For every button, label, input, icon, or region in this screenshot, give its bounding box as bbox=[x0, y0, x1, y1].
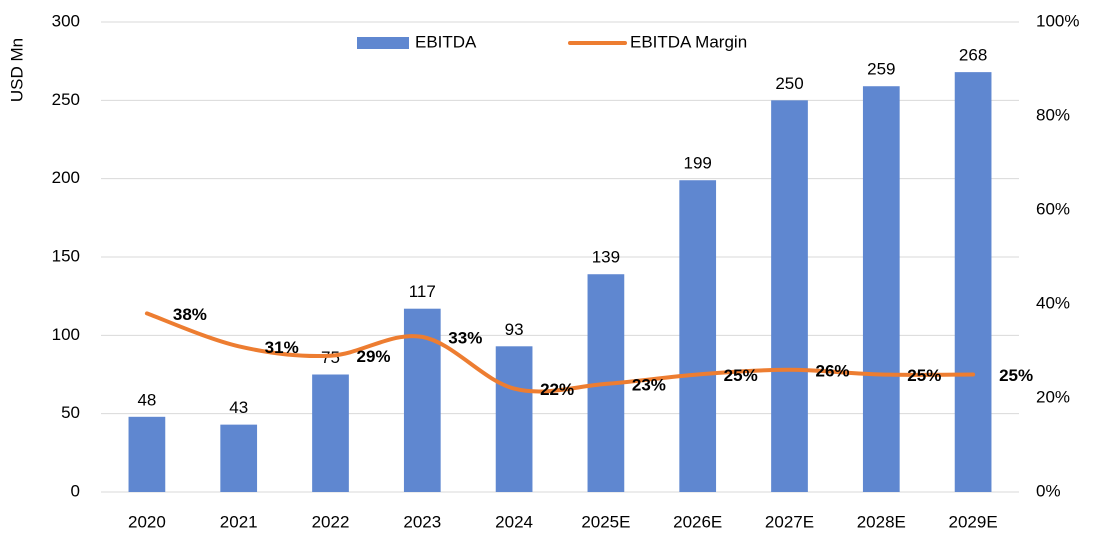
line-value-label: 26% bbox=[815, 361, 849, 380]
x-tick-label: 2022 bbox=[312, 512, 350, 531]
line-value-label: 23% bbox=[632, 375, 666, 394]
line-value-label: 31% bbox=[265, 338, 299, 357]
y2-tick-label: 60% bbox=[1036, 199, 1070, 218]
legend-label: EBITDA bbox=[415, 32, 477, 51]
y2-tick-label: 40% bbox=[1036, 293, 1070, 312]
x-tick-label: 2029E bbox=[949, 512, 998, 531]
bar bbox=[495, 346, 533, 492]
bar bbox=[862, 86, 900, 492]
bar-value-label: 93 bbox=[505, 320, 524, 339]
y-tick-label: 100 bbox=[52, 325, 80, 344]
y2-tick-label: 0% bbox=[1036, 481, 1061, 500]
bar bbox=[312, 374, 349, 492]
y-tick-label: 300 bbox=[52, 11, 80, 30]
bar bbox=[771, 100, 808, 492]
legend-swatch bbox=[357, 37, 409, 49]
x-tick-label: 2026E bbox=[673, 512, 722, 531]
y2-tick-label: 20% bbox=[1036, 387, 1070, 406]
y-tick-label: 200 bbox=[52, 168, 80, 187]
bar bbox=[128, 416, 166, 492]
bar-value-label: 48 bbox=[137, 390, 156, 409]
line-value-label: 25% bbox=[907, 366, 941, 385]
line-value-label: 25% bbox=[724, 366, 758, 385]
line-value-label: 29% bbox=[356, 347, 390, 366]
line-value-label: 33% bbox=[448, 328, 482, 347]
y-tick-label: 250 bbox=[52, 90, 80, 109]
y-tick-label: 50 bbox=[61, 403, 80, 422]
x-tick-label: 2025E bbox=[581, 512, 630, 531]
y-tick-label: 0 bbox=[71, 481, 80, 500]
y-tick-label: 150 bbox=[52, 246, 80, 265]
line bbox=[144, 311, 976, 394]
bar-value-label: 43 bbox=[229, 398, 248, 417]
bar-value-label: 268 bbox=[959, 46, 987, 65]
y2-tick-label: 80% bbox=[1036, 105, 1070, 124]
bar-value-label: 117 bbox=[409, 282, 436, 301]
x-tick-label: 2020 bbox=[128, 512, 166, 531]
line-value-label: 38% bbox=[173, 305, 207, 324]
y-axis-label: USD Mn bbox=[7, 38, 26, 102]
bar bbox=[954, 72, 992, 492]
bar bbox=[220, 424, 258, 492]
legend-label: EBITDA Margin bbox=[630, 32, 747, 51]
x-tick-label: 2028E bbox=[857, 512, 906, 531]
bar-value-label: 199 bbox=[684, 154, 712, 173]
x-tick-label: 2027E bbox=[765, 512, 814, 531]
x-tick-label: 2023 bbox=[403, 512, 441, 531]
bar bbox=[679, 180, 717, 492]
bar-value-label: 139 bbox=[592, 248, 620, 267]
line-value-label: 25% bbox=[999, 366, 1033, 385]
y2-tick-label: 100% bbox=[1036, 11, 1079, 30]
bar-value-label: 250 bbox=[775, 74, 803, 93]
line-value-label: 22% bbox=[540, 380, 574, 399]
x-tick-label: 2021 bbox=[220, 512, 258, 531]
x-tick-label: 2024 bbox=[495, 512, 533, 531]
bar-value-label: 259 bbox=[867, 60, 895, 79]
